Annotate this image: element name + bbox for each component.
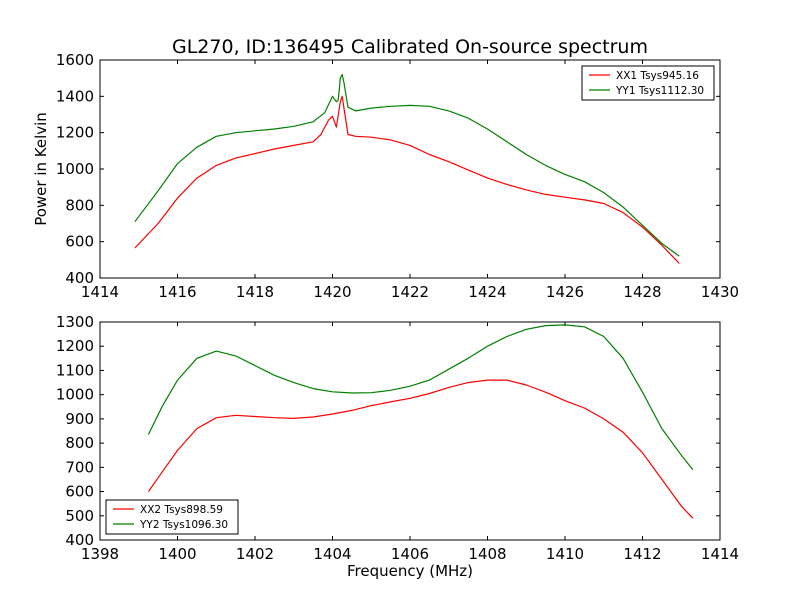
x-tick-label: 1430 — [701, 283, 739, 301]
y-tick-label: 1000 — [56, 160, 94, 178]
y-tick-label: 400 — [65, 531, 94, 549]
series-line-xx2 — [147, 379, 694, 519]
x-tick-label: 1426 — [546, 283, 584, 301]
y-tick-label: 1400 — [56, 87, 94, 105]
y-tick-label: 400 — [65, 269, 94, 287]
y-axis-label: Power in Kelvin — [32, 112, 50, 226]
legend-label: XX1 Tsys945.16 — [616, 70, 699, 82]
y-tick-label: 1100 — [56, 361, 94, 379]
y-tick-label: 1000 — [56, 386, 94, 404]
x-tick-label: 1398 — [81, 545, 119, 563]
series-line-xx1 — [134, 95, 680, 264]
x-tick-label: 1420 — [313, 283, 351, 301]
y-tick-label: 500 — [65, 507, 94, 525]
x-tick-label: 1428 — [623, 283, 661, 301]
x-tick-label: 1410 — [546, 545, 584, 563]
x-tick-label: 1402 — [236, 545, 274, 563]
y-tick-label: 700 — [65, 458, 94, 476]
series-line-yy2 — [147, 324, 694, 471]
legend-2: XX2 Tsys898.59 YY2 Tsys1096.30 — [105, 499, 239, 535]
legend-1: XX1 Tsys945.16 YY1 Tsys1112.30 — [581, 65, 715, 101]
legend-label: XX2 Tsys898.59 — [140, 504, 223, 516]
y-tick-label: 1200 — [56, 337, 94, 355]
x-tick-label: 1416 — [158, 283, 196, 301]
x-tick-label: 1400 — [158, 545, 196, 563]
legend-label: YY2 Tsys1096.30 — [139, 519, 228, 531]
x-tick-label: 1414 — [701, 545, 739, 563]
x-tick-label: 1412 — [623, 545, 661, 563]
y-tick-label: 1600 — [56, 51, 94, 69]
x-tick-label: 1406 — [391, 545, 429, 563]
x-tick-label: 1414 — [81, 283, 119, 301]
subplot-1: 1414 1416 1418 1420 1422 1424 1426 1428 1430 400 6… — [32, 51, 739, 301]
subplot-2: 1398 1400 1402 1404 1406 1408 1410 1412 1414 400 5… — [56, 313, 739, 580]
x-tick-label: 1404 — [313, 545, 351, 563]
y-tick-label: 1200 — [56, 124, 94, 142]
y-tick-label: 900 — [65, 410, 94, 428]
chart-title: GL270, ID:136495 Calibrated On-source sp… — [172, 36, 648, 58]
y-tick-label: 800 — [65, 196, 94, 214]
legend-label: YY1 Tsys1112.30 — [615, 85, 704, 97]
legend-box — [105, 499, 239, 535]
x-axis-label: Frequency (MHz) — [347, 562, 473, 580]
x-tick-label: 1408 — [468, 545, 506, 563]
y-tick-label: 800 — [65, 434, 94, 452]
x-tick-label: 1424 — [468, 283, 506, 301]
y-tick-label: 600 — [65, 233, 94, 251]
y-tick-label: 600 — [65, 483, 94, 501]
legend-box — [581, 65, 715, 101]
y-tick-label: 1300 — [56, 313, 94, 331]
x-tick-label: 1418 — [236, 283, 274, 301]
x-tick-label: 1422 — [391, 283, 429, 301]
series-line-yy1 — [134, 73, 680, 257]
